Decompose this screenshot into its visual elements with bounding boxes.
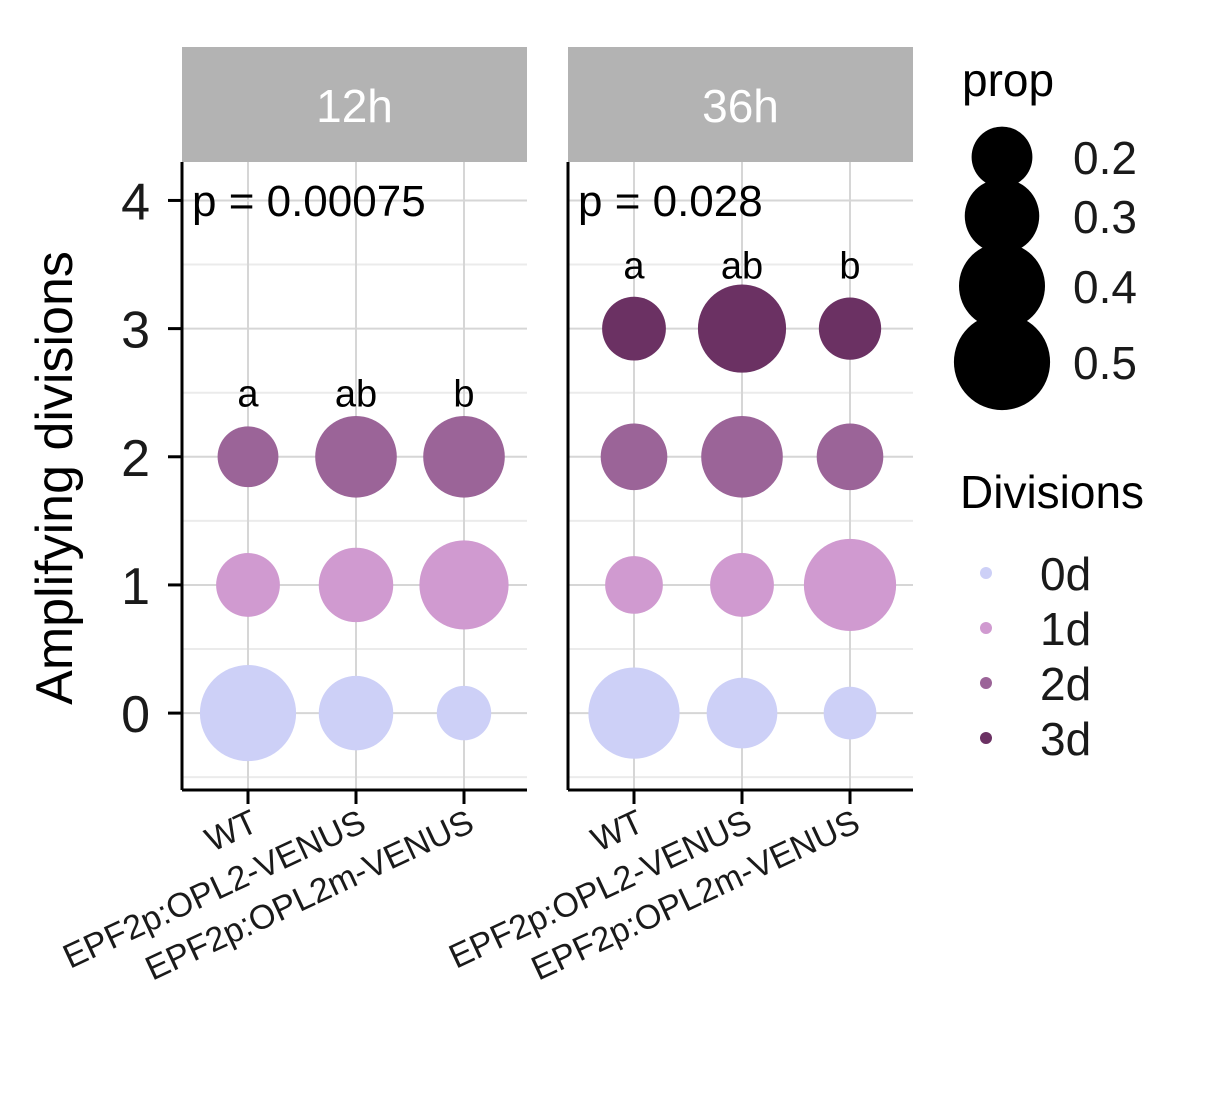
significance-letter: a <box>237 374 259 416</box>
legend-size-label: 0.2 <box>1073 132 1137 184</box>
data-point <box>710 553 774 617</box>
facet-strip-label: 12h <box>316 80 393 132</box>
facet-strip <box>568 47 913 162</box>
data-point <box>436 685 492 741</box>
data-point <box>803 538 897 632</box>
legend-color-label: 2d <box>1040 658 1091 710</box>
legend-color-label: 0d <box>1040 548 1091 600</box>
legend-size-label: 0.4 <box>1073 261 1137 313</box>
legend-size-label: 0.5 <box>1073 337 1137 389</box>
data-point <box>217 426 279 488</box>
data-point <box>318 675 394 751</box>
legend-color-label: 1d <box>1040 603 1091 655</box>
y-tick-label: 3 <box>121 302 150 360</box>
significance-letter: a <box>623 246 645 288</box>
significance-letter: b <box>453 374 474 416</box>
legend-size-key <box>964 178 1040 254</box>
data-point <box>706 677 778 749</box>
facet-strip <box>182 47 527 162</box>
p-value-label: p = 0.028 <box>578 177 763 226</box>
legend-color-title: Divisions <box>960 466 1144 518</box>
data-point <box>818 297 882 360</box>
data-point <box>823 686 877 740</box>
y-tick-label: 2 <box>121 430 150 488</box>
y-tick-label: 1 <box>121 558 150 616</box>
data-point <box>816 423 884 491</box>
legend-color-key <box>980 622 992 634</box>
data-point <box>199 665 297 762</box>
data-point <box>315 415 397 498</box>
y-tick-label: 4 <box>121 173 150 231</box>
data-point <box>419 540 509 630</box>
data-point <box>216 553 280 617</box>
significance-letter: b <box>839 246 860 288</box>
legend-size-key <box>953 313 1051 411</box>
legend-color-key <box>980 732 992 744</box>
data-point <box>605 556 663 614</box>
significance-letter: ab <box>335 374 377 416</box>
p-value-label: p = 0.00075 <box>192 177 426 226</box>
legend-size-title: prop <box>962 54 1054 106</box>
y-tick-label: 0 <box>121 686 150 744</box>
legend-color-label: 3d <box>1040 713 1091 765</box>
legend-color-key <box>980 567 992 579</box>
legend-size: prop 0.2 0.3 0.4 0.5 <box>953 54 1137 411</box>
data-point <box>318 547 394 623</box>
data-point <box>423 415 505 498</box>
data-point <box>600 423 668 491</box>
legend-color-key <box>980 677 992 689</box>
significance-letter: ab <box>721 246 763 288</box>
legend-size-key <box>971 126 1033 188</box>
data-point <box>701 415 783 498</box>
data-point <box>602 296 666 361</box>
facet-strip-label: 36h <box>702 80 779 132</box>
legend-size-key <box>958 242 1046 330</box>
legend-size-label: 0.3 <box>1073 191 1137 243</box>
data-point <box>588 667 680 759</box>
data-point <box>697 284 787 373</box>
y-axis-title: Amplifying divisions <box>26 251 84 705</box>
